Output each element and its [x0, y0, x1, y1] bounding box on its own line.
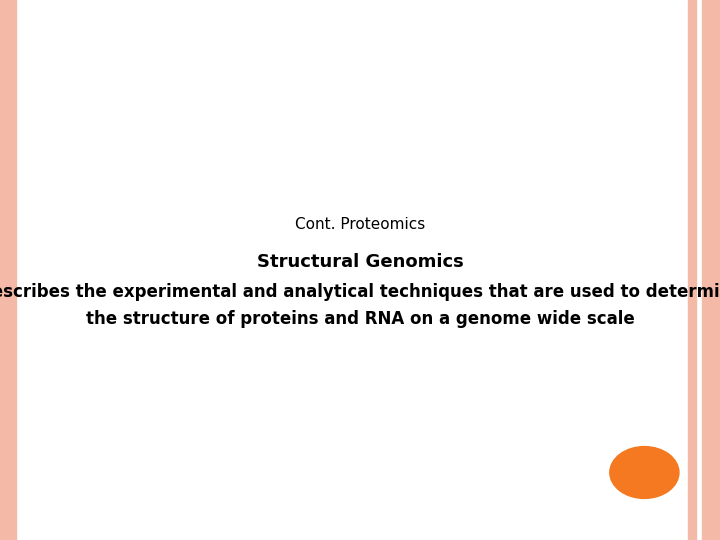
Bar	[688, 0, 696, 540]
Bar	[702, 0, 720, 540]
Bar	[0, 0, 16, 540]
Text: Structural Genomics: Structural Genomics	[256, 253, 464, 271]
Text: Cont. Proteomics: Cont. Proteomics	[295, 217, 425, 232]
Text: the structure of proteins and RNA on a genome wide scale: the structure of proteins and RNA on a g…	[86, 309, 634, 328]
Text: Describes the experimental and analytical techniques that are used to determine: Describes the experimental and analytica…	[0, 282, 720, 301]
Circle shape	[610, 447, 679, 498]
